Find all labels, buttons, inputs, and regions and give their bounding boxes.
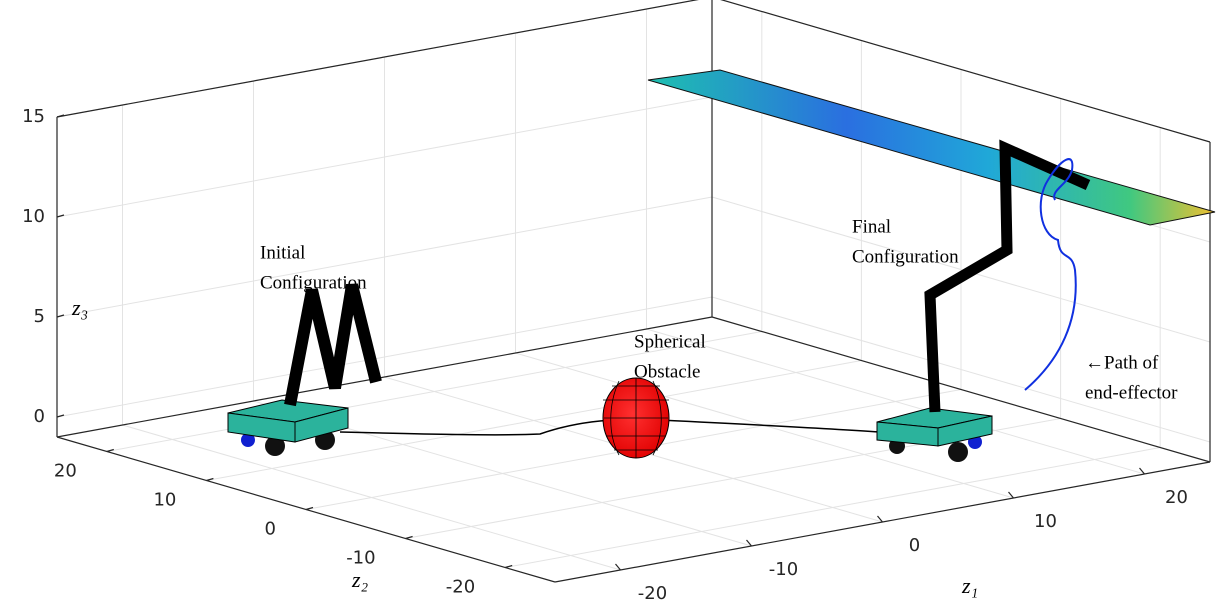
annotation: ←Path of — [1085, 352, 1159, 373]
effector-path — [1024, 158, 1077, 391]
y-tick-label: 10 — [153, 490, 176, 511]
z-tick-label: 15 — [22, 106, 45, 127]
x-tick-label: 20 — [1165, 487, 1188, 508]
final-robot — [876, 139, 1091, 462]
tick-mark — [1008, 491, 1014, 499]
y-tick-label: -10 — [346, 548, 375, 569]
x-axis-label: z₁ — [961, 573, 978, 598]
initial-robot — [227, 283, 382, 456]
y-tick-label: 20 — [54, 461, 77, 482]
x-tick-label: -10 — [769, 559, 798, 580]
grid-line — [56, 296, 713, 418]
base-path — [339, 418, 881, 436]
axis-line — [56, 316, 713, 438]
grid — [56, 0, 1211, 571]
y-axis-label: z₂ — [351, 567, 369, 592]
tick-mark — [505, 564, 513, 569]
grid-line — [711, 196, 1211, 343]
grid-line — [505, 447, 1161, 568]
annotation: Final — [852, 216, 891, 237]
annotation: Obstacle — [634, 361, 700, 382]
grid-line — [56, 96, 713, 218]
annotation: Initial — [260, 242, 305, 263]
tick-mark — [615, 563, 621, 571]
axes-box — [56, 0, 1211, 583]
y-tick-label: -20 — [446, 577, 475, 598]
z-tick-label: 5 — [34, 306, 45, 327]
grid-line — [711, 296, 1211, 443]
annotation: Configuration — [852, 246, 959, 267]
x-tick-label: -20 — [638, 583, 667, 600]
grid-line — [206, 360, 862, 481]
labels: -20 -10 0 10 20 -20 -10 0 10 20 0 5 10 15 z₁ z₂ z₃ Initia… — [22, 106, 1188, 600]
obstacle — [602, 377, 670, 459]
tick-mark — [206, 477, 214, 482]
annotation: Spherical — [634, 331, 706, 352]
tick-mark — [305, 506, 314, 511]
x-tick-label: 0 — [909, 535, 920, 556]
tick-mark — [405, 535, 413, 540]
grid-line — [106, 331, 762, 452]
annotation: Configuration — [260, 272, 367, 293]
axis-line — [56, 0, 699, 118]
y-tick-label: 0 — [265, 519, 276, 540]
tick-mark — [106, 448, 114, 453]
annotation: end-effector — [1085, 382, 1178, 403]
tick-mark — [56, 214, 65, 218]
tick-mark — [877, 515, 883, 523]
tick-mark — [56, 114, 65, 118]
tick-mark — [56, 414, 65, 418]
axis-line — [720, 0, 1211, 143]
z-tick-label: 10 — [22, 206, 45, 227]
surface — [647, 69, 1216, 226]
axis-line — [711, 316, 1211, 463]
tick-mark — [1139, 467, 1145, 475]
grid-line — [56, 196, 713, 318]
tick-mark — [56, 314, 65, 318]
z-tick-label: 0 — [34, 406, 45, 427]
z-axis-label: z₃ — [71, 295, 88, 320]
x-tick-label: 10 — [1034, 511, 1057, 532]
tick-mark — [746, 539, 752, 547]
